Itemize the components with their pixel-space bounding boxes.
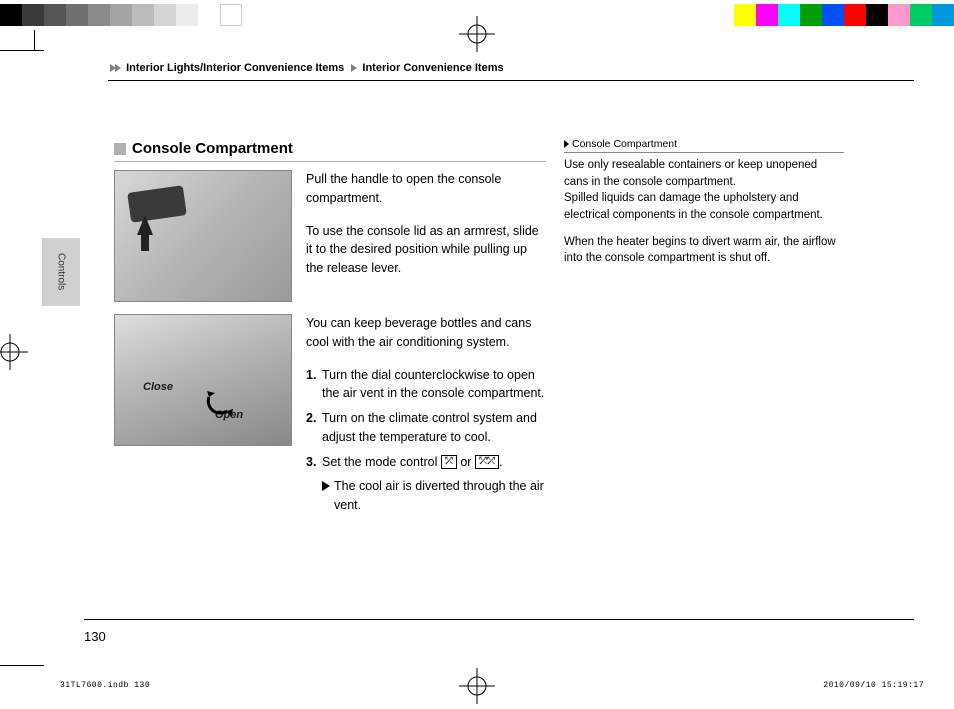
or-text: or xyxy=(460,455,471,469)
swatch xyxy=(932,4,954,26)
content-row-2: Close Open You can keep beverage bottles… xyxy=(114,314,546,515)
swatch xyxy=(866,4,888,26)
paragraph: You can keep beverage bottles and cans c… xyxy=(306,314,546,352)
swatch xyxy=(110,4,132,26)
triangle-right-icon xyxy=(322,481,330,491)
triangle-right-icon xyxy=(115,64,121,72)
swatch xyxy=(154,4,176,26)
sidebar-title: Console Compartment xyxy=(572,138,677,150)
label-close: Close xyxy=(143,381,173,393)
text-block-2: You can keep beverage bottles and cans c… xyxy=(306,314,546,515)
swatch xyxy=(88,4,110,26)
paragraph: To use the console lid as an armrest, sl… xyxy=(306,222,546,278)
crop-mark xyxy=(34,30,35,50)
breadcrumb: Interior Lights/Interior Convenience Ite… xyxy=(108,62,914,81)
arrow-body-icon xyxy=(141,233,149,251)
crop-mark xyxy=(0,665,44,666)
color-swatches xyxy=(734,4,954,26)
swatch xyxy=(176,4,198,26)
breadcrumb-level2: Interior Convenience Items xyxy=(362,62,503,74)
sp: Use only resealable containers or keep u… xyxy=(564,159,817,188)
swatch xyxy=(0,4,22,26)
mode-control-icon: ⤱⤱ xyxy=(475,455,499,469)
imprint-footer: 31TL7600.indb 130 2010/09/10 15:19:17 xyxy=(60,681,924,690)
list-number: 1. xyxy=(306,366,322,404)
sub-text: The cool air is diverted through the air… xyxy=(334,477,546,515)
swatch xyxy=(66,4,88,26)
swatch xyxy=(22,4,44,26)
imprint-left: 31TL7600.indb 130 xyxy=(60,681,150,690)
swatch xyxy=(844,4,866,26)
photo-console-open xyxy=(114,170,292,302)
swatch xyxy=(756,4,778,26)
swatch xyxy=(800,4,822,26)
list-text: Turn on the climate control system and a… xyxy=(322,409,546,447)
swatch xyxy=(44,4,66,26)
list-text: Turn the dial counterclockwise to open t… xyxy=(322,366,546,404)
swatch xyxy=(132,4,154,26)
triangle-right-icon xyxy=(564,140,569,148)
registration-mark-icon xyxy=(459,16,495,52)
list-item: 1. Turn the dial counterclockwise to ope… xyxy=(306,366,546,404)
swatch xyxy=(910,4,932,26)
sp: Spilled liquids can damage the upholster… xyxy=(564,192,823,221)
list-text: Set the mode control ⤱ or ⤱⤱. xyxy=(322,453,546,472)
swatch xyxy=(198,4,220,26)
photo-console-vent: Close Open xyxy=(114,314,292,446)
list-number: 3. xyxy=(306,453,322,472)
text-block-1: Pull the handle to open the console comp… xyxy=(306,170,546,302)
arrow-up-icon xyxy=(137,215,153,235)
sidebar-header: Console Compartment xyxy=(564,138,844,153)
side-tab: Controls xyxy=(42,238,80,306)
grayscale-swatches xyxy=(0,4,242,26)
breadcrumb-level1: Interior Lights/Interior Convenience Ite… xyxy=(126,62,344,74)
page-number: 130 xyxy=(84,629,106,644)
imprint-right: 2010/09/10 15:19:17 xyxy=(823,681,924,690)
curved-arrow-icon xyxy=(205,391,235,422)
ordered-list: 1. Turn the dial counterclockwise to ope… xyxy=(306,366,546,515)
list-item: 3. Set the mode control ⤱ or ⤱⤱. xyxy=(306,453,546,472)
crop-mark xyxy=(0,50,44,51)
list-sub-item: The cool air is diverted through the air… xyxy=(306,477,546,515)
photo-placeholder xyxy=(115,315,291,445)
swatch xyxy=(778,4,800,26)
paragraph: Pull the handle to open the console comp… xyxy=(306,170,546,208)
main-content: Console Compartment Pull the handle to o… xyxy=(114,138,914,515)
left-column: Console Compartment Pull the handle to o… xyxy=(114,138,546,515)
triangle-right-icon xyxy=(351,64,357,72)
footer-rule xyxy=(84,619,914,620)
square-bullet-icon xyxy=(114,143,126,155)
swatch xyxy=(888,4,910,26)
swatch xyxy=(220,4,242,26)
section-header: Console Compartment xyxy=(114,138,546,162)
mode-control-icon: ⤱ xyxy=(441,455,457,469)
list-item: 2. Turn on the climate control system an… xyxy=(306,409,546,447)
sidebar-para: Use only resealable containers or keep u… xyxy=(564,157,844,224)
section-title: Console Compartment xyxy=(132,140,293,157)
swatch xyxy=(822,4,844,26)
content-row-1: Pull the handle to open the console comp… xyxy=(114,170,546,302)
side-tab-label: Controls xyxy=(56,253,67,290)
registration-mark-icon xyxy=(0,334,28,370)
list-number: 2. xyxy=(306,409,322,447)
period: . xyxy=(499,455,502,469)
swatch xyxy=(734,4,756,26)
right-column: Console Compartment Use only resealable … xyxy=(564,138,844,515)
sidebar-body: Use only resealable containers or keep u… xyxy=(564,157,844,267)
step3-lead: Set the mode control xyxy=(322,455,437,469)
sidebar-para: When the heater begins to divert warm ai… xyxy=(564,234,844,267)
